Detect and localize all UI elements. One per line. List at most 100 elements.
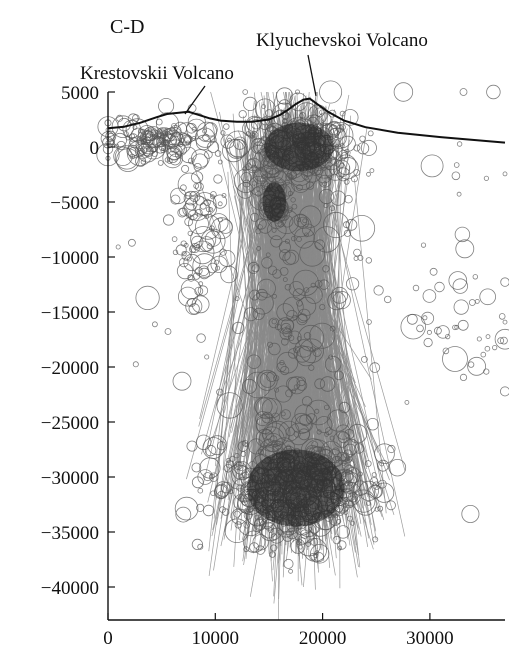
hypocenter-circle xyxy=(227,137,232,143)
hypocenter-circle xyxy=(388,459,407,477)
mid-cluster-core xyxy=(262,182,287,222)
hypocenter-circle xyxy=(149,143,159,153)
hypocenter-circle xyxy=(111,115,135,138)
hypocenter-circle xyxy=(328,354,334,360)
hypocenter-circle xyxy=(229,139,249,159)
hypocenter-circle xyxy=(329,325,336,332)
hypocenter-circle xyxy=(285,173,293,181)
hypocenter-circle xyxy=(285,325,291,331)
hypocenter-circle xyxy=(242,471,250,479)
hypocenter-circle xyxy=(412,284,420,292)
hypocenter-circle xyxy=(373,285,384,296)
hypocenter-circle xyxy=(287,422,310,446)
y-tick-label: −10000 xyxy=(41,248,99,269)
hypocenter-circle xyxy=(309,346,316,353)
hypocenter-circle xyxy=(322,181,328,187)
hypocenter-circle xyxy=(343,229,352,237)
hypocenter-circle xyxy=(483,175,489,181)
hypocenter-circle xyxy=(331,286,349,304)
hypocenter-circle xyxy=(142,142,150,150)
hypocenter-circle xyxy=(172,371,192,391)
hypocenter-circle xyxy=(290,197,296,203)
hypocenter-circle xyxy=(367,130,374,137)
hypocenter-circle xyxy=(324,404,330,411)
hypocenter-circle xyxy=(334,144,340,150)
hypocenter-circle xyxy=(204,354,210,360)
hypocenter-circle xyxy=(266,371,277,383)
hypocenter-circle xyxy=(406,313,418,325)
hypocenter-circle xyxy=(318,112,332,126)
hypocenter-circle xyxy=(339,135,356,152)
hypocenter-circle xyxy=(171,123,177,129)
hypocenter-circle xyxy=(288,568,294,574)
hypocenter-circle xyxy=(195,214,221,240)
hypocenter-circle xyxy=(160,133,169,142)
hypocenter-circle xyxy=(132,125,138,130)
hypocenter-circle xyxy=(140,146,148,154)
hypocenter-circle xyxy=(277,220,285,228)
hypocenter-circle xyxy=(372,536,379,543)
hypocenter-circle xyxy=(502,171,508,177)
hypocenter-circle xyxy=(252,307,265,320)
hypocenter-circle xyxy=(183,190,199,206)
hypocenter-circle xyxy=(196,503,205,512)
hypocenter-circle xyxy=(221,193,227,198)
hypocenter-circle xyxy=(393,82,414,102)
hypocenter-circle xyxy=(189,190,201,202)
hypocenter-circle xyxy=(341,152,348,159)
hypocenter-circle xyxy=(280,322,292,334)
hypocenter-circle xyxy=(292,269,319,296)
hypocenter-circle xyxy=(132,361,139,368)
hypocenter-circle xyxy=(472,274,478,280)
hypocenter-circle xyxy=(343,464,354,475)
hypocenter-circle xyxy=(248,506,254,512)
hypocenter-circle xyxy=(332,535,341,545)
hypocenter-circle xyxy=(284,283,292,291)
hypocenter-circle xyxy=(267,265,278,276)
hypocenter-circle xyxy=(109,139,115,146)
y-tick-label: 5000 xyxy=(61,83,99,104)
hypocenter-circle xyxy=(324,356,342,373)
hypocenter-circle xyxy=(210,217,233,240)
hypocenter-circle xyxy=(429,267,438,276)
hypocenter-circle xyxy=(290,412,312,434)
hypocenter-circle xyxy=(215,481,231,497)
hypocenter-circle xyxy=(284,238,290,244)
hypocenter-circle xyxy=(173,148,179,154)
hypocenter-circle xyxy=(454,324,460,330)
hypocenter-circle xyxy=(254,514,260,520)
hypocenter-circle xyxy=(163,214,175,226)
hypocenter-circle xyxy=(214,259,220,265)
hypocenter-circle xyxy=(247,158,257,168)
hypocenter-circle xyxy=(353,169,361,176)
hypocenter-circle xyxy=(494,328,509,350)
hypocenter-circle xyxy=(181,134,193,146)
hypocenter-circle xyxy=(181,164,190,173)
hypocenter-circle xyxy=(442,347,450,355)
hypocenter-circle xyxy=(171,236,178,242)
hypocenter-circle xyxy=(298,113,304,119)
hypocenter-circle xyxy=(338,401,351,414)
hypocenter-circle xyxy=(177,207,188,218)
connecting-line xyxy=(299,152,380,489)
hypocenter-circle xyxy=(337,540,347,550)
hypocenter-circle xyxy=(245,131,251,137)
hypocenter-circle xyxy=(255,190,262,197)
hypocenter-circle xyxy=(155,118,163,126)
hypocenter-circle xyxy=(270,235,283,248)
shallow-cluster-core xyxy=(264,122,334,172)
hypocenter-circle xyxy=(128,146,140,159)
hypocenter-circle xyxy=(344,428,355,440)
hypocenter-circle xyxy=(457,319,469,331)
hypocenter-circle xyxy=(271,318,277,325)
hypocenter-circle xyxy=(238,110,247,119)
hypocenter-circle xyxy=(262,422,287,447)
hypocenter-circle xyxy=(334,127,346,139)
hypocenter-circle xyxy=(232,321,245,334)
hypocenter-circle xyxy=(404,399,410,405)
hypocenter-circle xyxy=(318,279,330,290)
hypocenter-circle xyxy=(349,520,355,526)
hypocenter-circle xyxy=(151,321,158,328)
hypocenter-circle xyxy=(314,408,320,414)
